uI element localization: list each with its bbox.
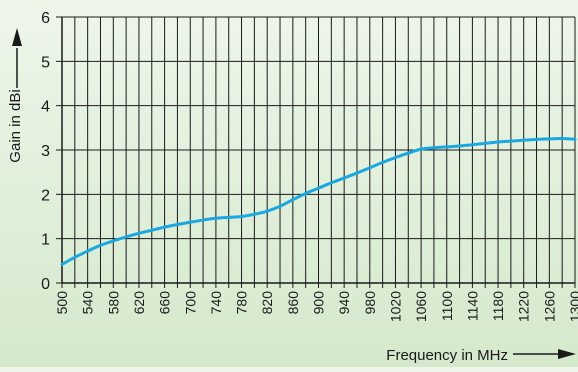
grid (61, 16, 576, 284)
y-tick-label: 0 (41, 276, 50, 293)
x-tick-label: 1260 (541, 291, 557, 322)
x-tick-label: 900 (311, 291, 327, 315)
y-axis-arrow (12, 28, 22, 88)
x-tick-label: 500 (54, 291, 70, 315)
y-tick-label: 4 (41, 99, 50, 116)
x-tick-label: 580 (105, 291, 121, 315)
x-tick-label: 700 (182, 291, 198, 315)
x-arrow-head (558, 349, 576, 359)
x-tick-label: 620 (131, 291, 147, 315)
x-tick-label: 860 (285, 291, 301, 315)
axes (56, 16, 576, 288)
y-tick-label: 6 (41, 10, 50, 27)
y-tick-label: 2 (41, 187, 50, 204)
x-tick-label: 1140 (464, 291, 480, 321)
x-tick-label: 660 (157, 291, 173, 315)
series (60, 136, 577, 266)
y-tick-label: 5 (41, 54, 50, 71)
tick-labels: 0 1 2 3 4 5 6 500 540 580 620 660 700 740 780 820 860 900… (41, 10, 578, 322)
x-tick-label: 1300 (567, 291, 578, 322)
y-tick-label: 1 (41, 232, 50, 249)
x-tick-label: 1020 (387, 291, 403, 322)
y-arrow-head (12, 28, 22, 46)
x-axis-label: Frequency in MHz (386, 347, 508, 364)
x-tick-label: 540 (80, 291, 96, 315)
x-tick-label: 740 (208, 291, 224, 315)
x-axis-arrow (513, 349, 576, 359)
x-tick-label: 1060 (413, 291, 429, 322)
x-tick-label: 820 (259, 291, 275, 315)
y-tick-label: 3 (41, 143, 50, 160)
x-tick-label: 940 (336, 291, 352, 315)
x-tick-label: 1180 (490, 291, 506, 321)
x-tick-label: 980 (362, 291, 378, 315)
gain-line (60, 136, 577, 266)
x-tick-label: 1100 (439, 291, 455, 321)
x-tick-label: 1220 (516, 291, 532, 322)
x-tick-label: 780 (234, 291, 250, 315)
y-axis-label: Gain in dBi (7, 89, 24, 162)
